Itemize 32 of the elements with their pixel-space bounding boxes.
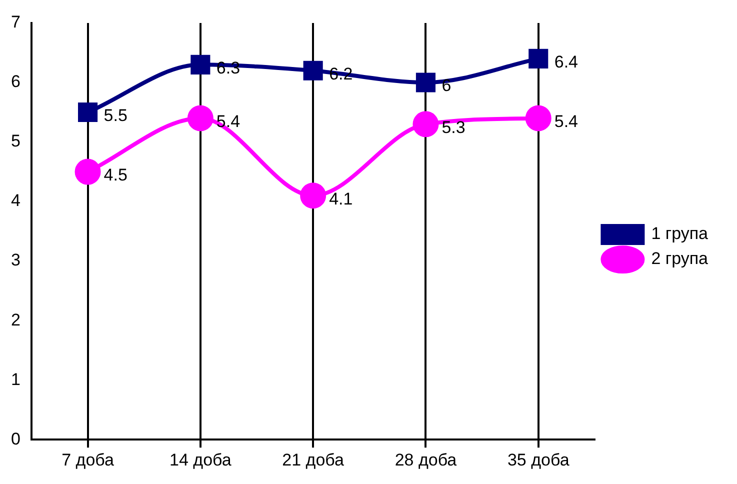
- point: [525, 105, 552, 132]
- data-label: 4.1: [329, 189, 353, 208]
- legend-label: 1 група: [651, 224, 709, 244]
- y-tick-label: 1: [10, 370, 20, 389]
- data-label: 5.4: [554, 112, 578, 131]
- y-tick-label: 3: [10, 250, 20, 270]
- y-tick-label: 5: [10, 132, 20, 151]
- x-tick-label: 21 доба: [282, 450, 345, 470]
- point: [74, 158, 101, 185]
- point: [190, 54, 210, 74]
- point: [303, 60, 323, 80]
- y-tick-label: 6: [10, 72, 20, 92]
- data-label: 6.4: [554, 52, 578, 72]
- y-tick-label: 2: [10, 310, 20, 330]
- y-tick-label: 4: [10, 191, 20, 210]
- point: [528, 48, 548, 68]
- point: [78, 102, 98, 122]
- data-label: 4.5: [104, 165, 128, 184]
- point: [416, 72, 436, 92]
- legend-label: 2 група: [651, 249, 709, 268]
- x-tick-label: 7 доба: [62, 450, 114, 470]
- x-tick-label: 14 доба: [170, 450, 232, 470]
- data-label: 5.5: [104, 106, 128, 125]
- y-tick-label: 7: [10, 12, 20, 32]
- x-tick-label: 35 доба: [507, 450, 570, 470]
- point: [187, 105, 214, 132]
- y-tick-label: 0: [10, 429, 20, 448]
- point: [300, 182, 326, 209]
- data-label: 5.4: [216, 112, 240, 131]
- x-tick-label: 28 доба: [394, 450, 458, 470]
- point: [412, 111, 439, 138]
- data-label: 5.3: [442, 118, 466, 137]
